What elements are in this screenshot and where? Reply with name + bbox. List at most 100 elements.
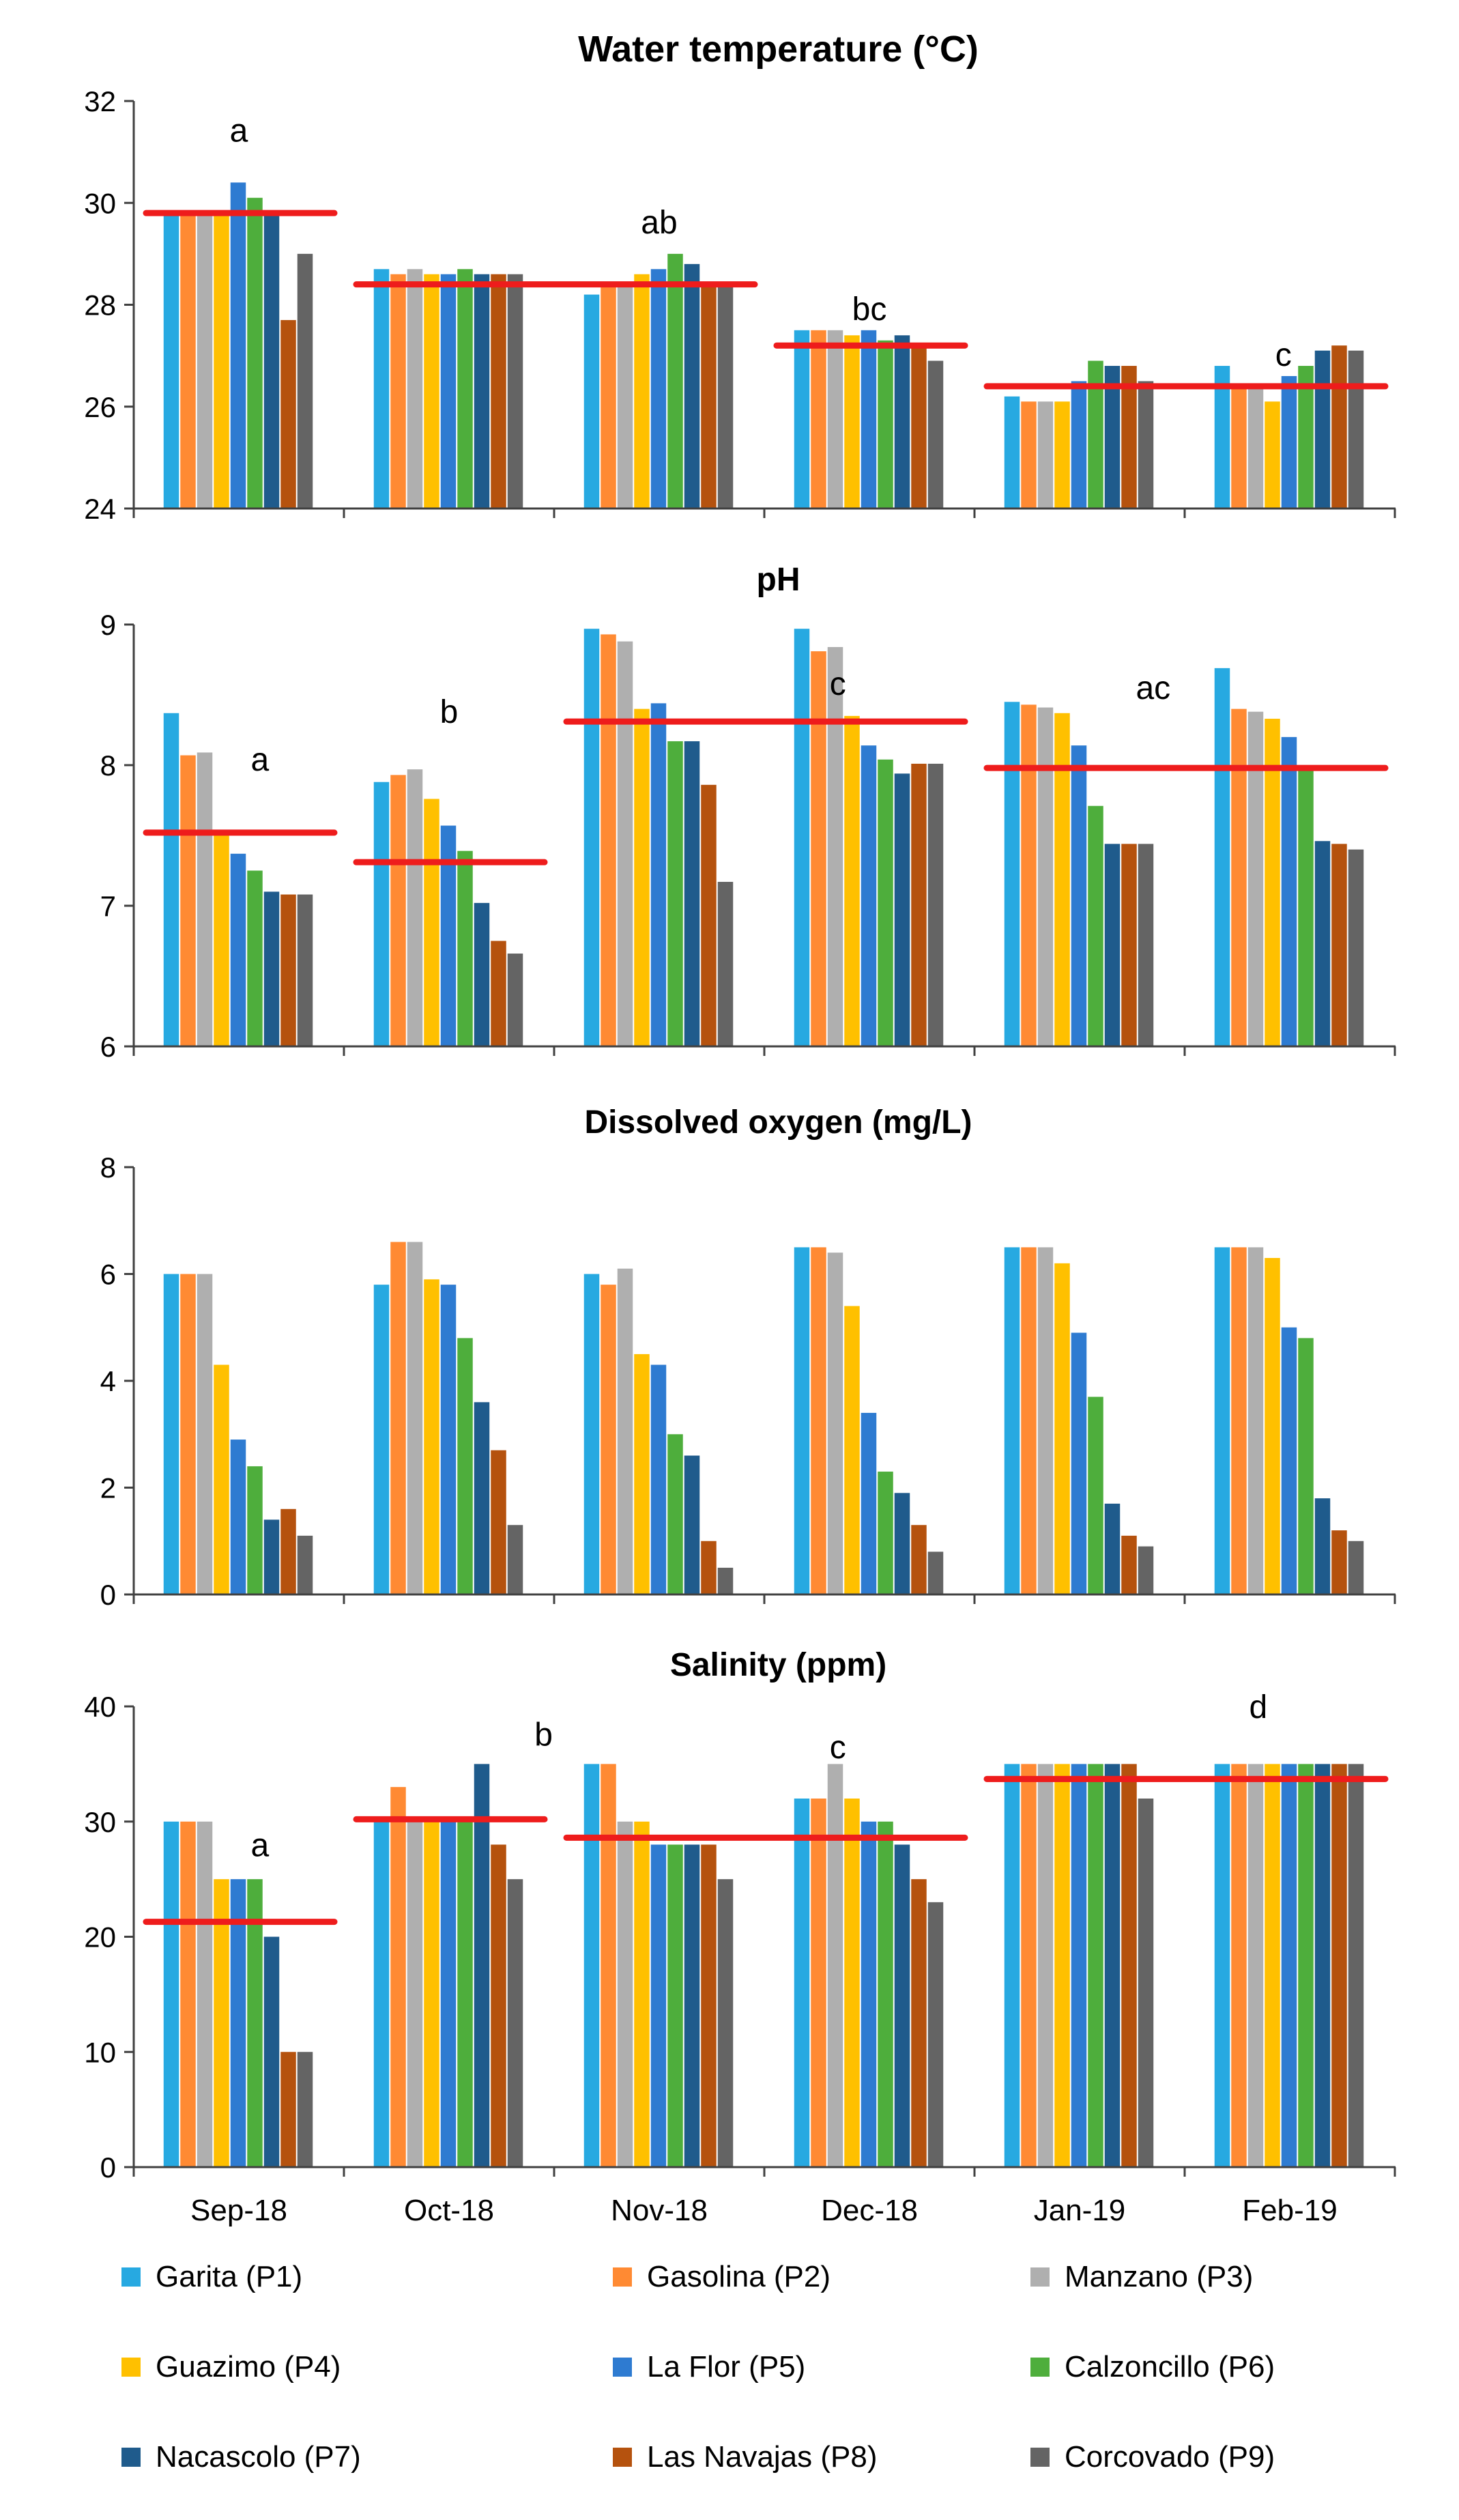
- bar-dissolved-oxygen-mg-l-dec-18-la-flor-p5: [861, 1412, 877, 1594]
- bar-water-temperature-c-jan-19-corcovado-p9: [1138, 381, 1154, 509]
- bar-salinity-ppm-feb-19-nacascolo-p7: [1314, 1764, 1331, 2168]
- bar-dissolved-oxygen-mg-l-feb-19-gasolina-p2: [1231, 1247, 1247, 1595]
- y-tick-label-salinity-ppm-10: 10: [84, 2036, 116, 2068]
- bar-ph-nov-18-manzano-p3: [617, 641, 633, 1046]
- bar-ph-sep-18-nacascolo-p7: [263, 891, 280, 1046]
- bar-salinity-ppm-jan-19-la-flor-p5: [1071, 1764, 1087, 2168]
- legend-swatch-manzano-p3: [1030, 2267, 1050, 2287]
- bar-ph-feb-19-la-flor-p5: [1281, 736, 1297, 1046]
- bar-salinity-ppm-feb-19-la-flor-p5: [1281, 1764, 1297, 2168]
- bar-dissolved-oxygen-mg-l-oct-18-la-flor-p5: [440, 1285, 457, 1594]
- bar-water-temperature-c-sep-18-corcovado-p9: [297, 253, 313, 509]
- bar-salinity-ppm-feb-19-guazimo-p4: [1265, 1764, 1280, 2168]
- bar-salinity-ppm-sep-18-gasolina-p2: [180, 1821, 196, 2167]
- bar-dissolved-oxygen-mg-l-sep-18-las-navajas-p8: [280, 1508, 296, 1594]
- bar-water-temperature-c-dec-18-corcovado-p9: [927, 360, 944, 509]
- bar-water-temperature-c-oct-18-las-navajas-p8: [491, 274, 506, 509]
- group-letter-water-temperature-c-ab-1: ab: [641, 205, 677, 241]
- bar-dissolved-oxygen-mg-l-jan-19-calzoncillo-p6: [1088, 1397, 1103, 1594]
- y-tick-label-ph-8: 8: [100, 749, 116, 782]
- bar-salinity-ppm-sep-18-nacascolo-p7: [263, 1936, 280, 2167]
- bar-ph-jan-19-nacascolo-p7: [1104, 844, 1121, 1046]
- bar-salinity-ppm-sep-18-calzoncillo-p6: [247, 1879, 263, 2168]
- bar-dissolved-oxygen-mg-l-nov-18-nacascolo-p7: [684, 1455, 700, 1594]
- bar-salinity-ppm-feb-19-gasolina-p2: [1231, 1764, 1247, 2168]
- bar-ph-dec-18-gasolina-p2: [811, 651, 826, 1046]
- bar-ph-feb-19-calzoncillo-p6: [1298, 768, 1314, 1046]
- bar-ph-jan-19-guazimo-p4: [1054, 713, 1070, 1046]
- bar-ph-feb-19-nacascolo-p7: [1314, 841, 1331, 1046]
- bar-ph-sep-18-manzano-p3: [197, 752, 213, 1046]
- bar-water-temperature-c-nov-18-calzoncillo-p6: [667, 253, 683, 509]
- bar-ph-oct-18-corcovado-p9: [507, 954, 523, 1046]
- y-tick-label-ph-6: 6: [100, 1031, 116, 1063]
- bar-dissolved-oxygen-mg-l-jan-19-guazimo-p4: [1054, 1263, 1070, 1594]
- bar-water-temperature-c-oct-18-calzoncillo-p6: [457, 269, 473, 509]
- bar-dissolved-oxygen-mg-l-dec-18-garita-p1: [794, 1247, 810, 1595]
- bar-dissolved-oxygen-mg-l-oct-18-gasolina-p2: [390, 1242, 406, 1594]
- bar-dissolved-oxygen-mg-l-jan-19-manzano-p3: [1037, 1247, 1054, 1595]
- bar-salinity-ppm-nov-18-calzoncillo-p6: [667, 1844, 683, 2167]
- legend-item-garita-p1: Garita (P1): [121, 2260, 302, 2293]
- x-tick-label-dec-18: Dec-18: [821, 2194, 918, 2227]
- bar-salinity-ppm-oct-18-nacascolo-p7: [474, 1764, 490, 2168]
- bar-salinity-ppm-jan-19-nacascolo-p7: [1104, 1764, 1121, 2168]
- y-tick-label-salinity-ppm-40: 40: [84, 1691, 116, 1723]
- bar-ph-feb-19-gasolina-p2: [1231, 708, 1247, 1046]
- y-tick-label-water-temperature-c-30: 30: [84, 187, 116, 219]
- legend-swatch-garita-p1: [121, 2267, 141, 2287]
- bar-dissolved-oxygen-mg-l-feb-19-guazimo-p4: [1265, 1258, 1280, 1594]
- bar-salinity-ppm-nov-18-corcovado-p9: [717, 1879, 734, 2168]
- bar-salinity-ppm-sep-18-corcovado-p9: [297, 2052, 313, 2167]
- legend-label-la-flor-p5: La Flor (P5): [647, 2350, 805, 2383]
- bar-ph-sep-18-la-flor-p5: [230, 853, 246, 1046]
- bar-salinity-ppm-dec-18-las-navajas-p8: [911, 1879, 927, 2168]
- bar-water-temperature-c-oct-18-gasolina-p2: [390, 274, 406, 509]
- bar-water-temperature-c-oct-18-guazimo-p4: [424, 274, 439, 509]
- bar-salinity-ppm-dec-18-la-flor-p5: [861, 1821, 877, 2167]
- bar-salinity-ppm-oct-18-las-navajas-p8: [491, 1844, 506, 2167]
- bar-dissolved-oxygen-mg-l-dec-18-gasolina-p2: [811, 1247, 826, 1595]
- bar-ph-sep-18-gasolina-p2: [180, 755, 196, 1046]
- bar-water-temperature-c-sep-18-garita-p1: [163, 213, 179, 509]
- bar-water-temperature-c-feb-19-nacascolo-p7: [1314, 350, 1331, 509]
- group-letter-salinity-ppm-b-1: b: [534, 1717, 553, 1753]
- bar-water-temperature-c-jan-19-nacascolo-p7: [1104, 366, 1121, 509]
- bar-dissolved-oxygen-mg-l-nov-18-guazimo-p4: [634, 1354, 650, 1595]
- bar-dissolved-oxygen-mg-l-sep-18-guazimo-p4: [214, 1364, 229, 1594]
- bar-ph-feb-19-corcovado-p9: [1348, 849, 1364, 1046]
- bar-dissolved-oxygen-mg-l-jan-19-gasolina-p2: [1021, 1247, 1037, 1595]
- bar-dissolved-oxygen-mg-l-nov-18-manzano-p3: [617, 1268, 633, 1594]
- bar-ph-dec-18-manzano-p3: [827, 646, 843, 1046]
- bar-ph-sep-18-guazimo-p4: [214, 835, 229, 1046]
- y-tick-label-ph-7: 7: [100, 890, 116, 922]
- bar-ph-dec-18-corcovado-p9: [927, 763, 944, 1046]
- bar-dissolved-oxygen-mg-l-dec-18-manzano-p3: [827, 1252, 843, 1594]
- legend-swatch-nacascolo-p7: [121, 2448, 141, 2467]
- bar-water-temperature-c-feb-19-guazimo-p4: [1265, 401, 1280, 509]
- group-letter-ph-b-1: b: [440, 694, 459, 730]
- bar-salinity-ppm-feb-19-calzoncillo-p6: [1298, 1764, 1314, 2168]
- bar-salinity-ppm-oct-18-gasolina-p2: [390, 1787, 406, 2168]
- bar-water-temperature-c-jan-19-garita-p1: [1004, 396, 1020, 509]
- bar-water-temperature-c-oct-18-garita-p1: [373, 269, 390, 509]
- bar-salinity-ppm-feb-19-manzano-p3: [1247, 1764, 1264, 2168]
- bar-water-temperature-c-nov-18-corcovado-p9: [717, 284, 734, 509]
- bar-water-temperature-c-feb-19-las-navajas-p8: [1331, 345, 1347, 509]
- bar-ph-oct-18-garita-p1: [373, 782, 390, 1046]
- bar-ph-feb-19-garita-p1: [1214, 668, 1230, 1046]
- bar-ph-nov-18-la-flor-p5: [650, 703, 667, 1046]
- bar-salinity-ppm-dec-18-nacascolo-p7: [894, 1844, 910, 2167]
- bar-water-temperature-c-feb-19-manzano-p3: [1247, 386, 1264, 509]
- bar-salinity-ppm-oct-18-calzoncillo-p6: [457, 1821, 473, 2167]
- legend-label-gasolina-p2: Gasolina (P2): [647, 2260, 830, 2293]
- bar-ph-dec-18-calzoncillo-p6: [878, 759, 893, 1046]
- bar-salinity-ppm-nov-18-guazimo-p4: [634, 1821, 650, 2167]
- bar-ph-jan-19-corcovado-p9: [1138, 844, 1154, 1046]
- chart-panels: Water temperature (°C)2426283032aabbccpH…: [84, 29, 1396, 2227]
- bar-water-temperature-c-dec-18-las-navajas-p8: [911, 345, 927, 509]
- y-tick-label-water-temperature-c-32: 32: [84, 85, 116, 117]
- bar-dissolved-oxygen-mg-l-nov-18-garita-p1: [583, 1274, 600, 1594]
- x-tick-label-feb-19: Feb-19: [1242, 2194, 1337, 2227]
- legend-swatch-las-navajas-p8: [613, 2448, 632, 2467]
